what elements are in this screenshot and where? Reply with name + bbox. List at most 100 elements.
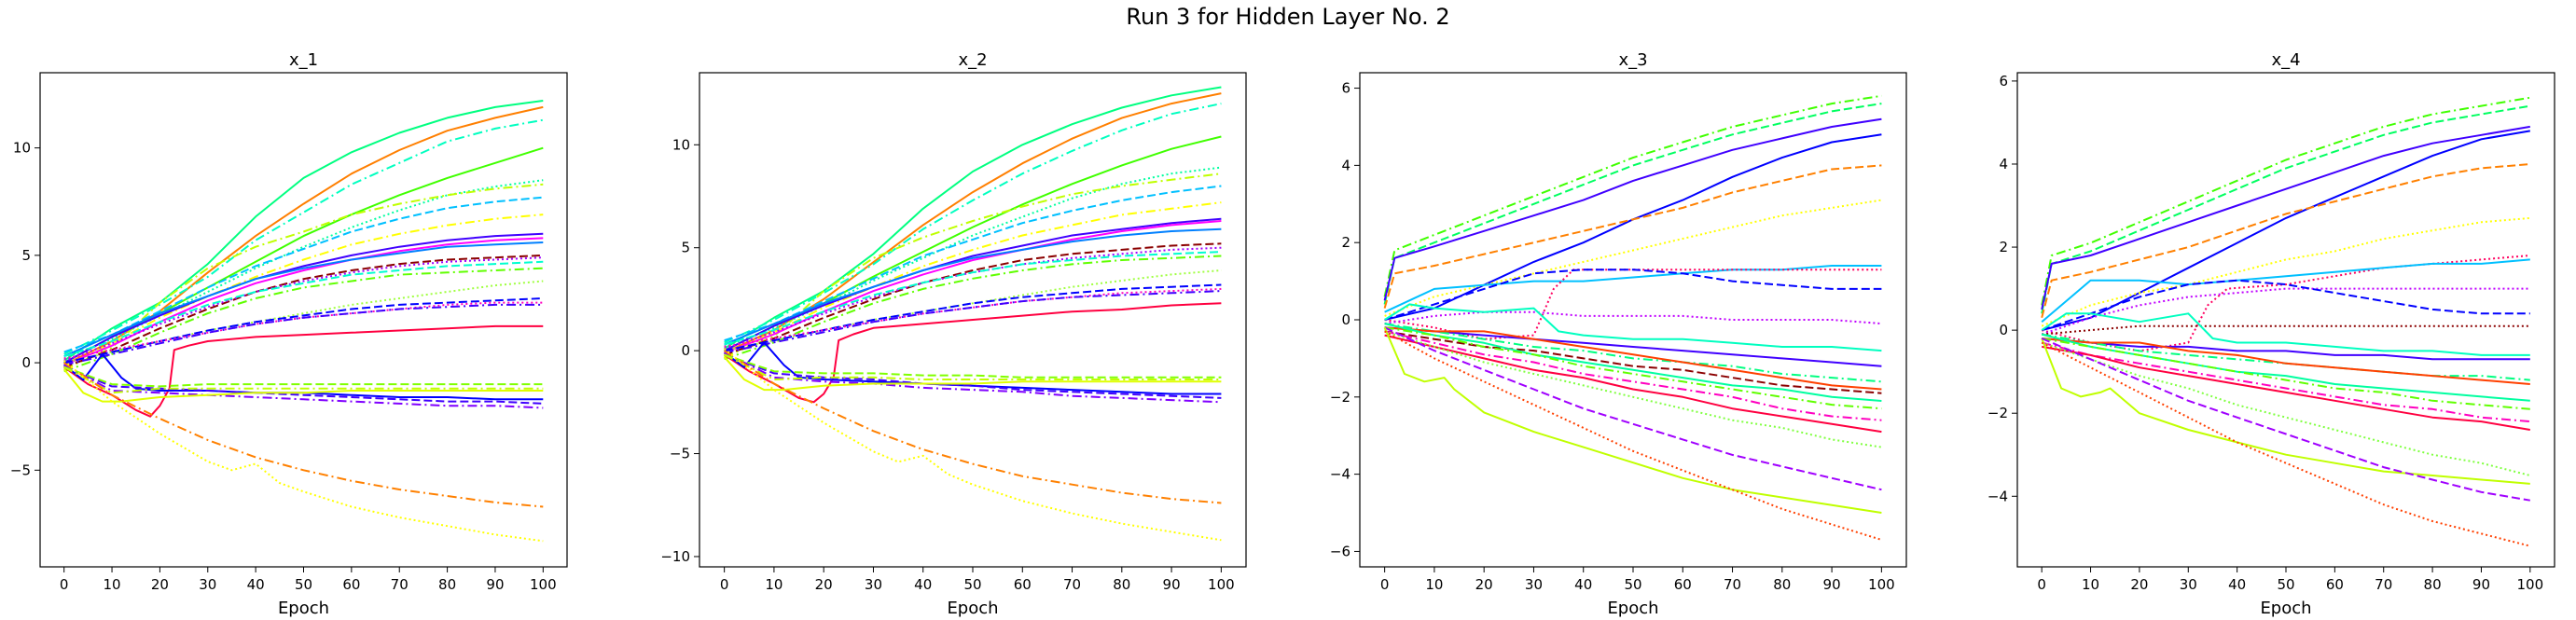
x-tick-label: 50 xyxy=(1624,576,1641,593)
series-line-13 xyxy=(63,256,544,362)
series-line-8 xyxy=(2041,258,2530,323)
series-group xyxy=(723,86,1222,542)
series-line-17 xyxy=(63,297,544,365)
series-line-6 xyxy=(1384,199,1882,317)
series-line-11 xyxy=(63,241,544,358)
x-tick-label: 70 xyxy=(1063,576,1081,593)
series-line-12 xyxy=(2041,312,2530,356)
x-axis-label: Epoch xyxy=(2260,599,2311,618)
series-line-4 xyxy=(2041,130,2530,332)
series-line-25 xyxy=(63,365,544,394)
series-line-12 xyxy=(724,242,1222,356)
series-line-2 xyxy=(1383,103,1882,305)
series-line-9 xyxy=(63,232,544,364)
x-tick-label: 70 xyxy=(391,576,409,593)
x-tick-label: 80 xyxy=(1113,576,1130,593)
series-line-9 xyxy=(2041,287,2530,336)
series-line-26 xyxy=(62,368,544,403)
x-tick-label: 50 xyxy=(2277,576,2294,593)
series-line-2 xyxy=(2041,104,2530,314)
x-tick-label: 100 xyxy=(1208,576,1235,593)
series-line-16 xyxy=(724,269,1222,352)
series-line-17 xyxy=(2042,338,2530,410)
x-tick-label: 40 xyxy=(2228,576,2246,593)
series-line-18 xyxy=(724,287,1222,348)
series-line-14 xyxy=(724,251,1222,346)
x-tick-label: 100 xyxy=(1868,576,1895,593)
series-line-28 xyxy=(63,360,544,543)
x-tick-label: 10 xyxy=(2082,576,2099,593)
y-tick-label: −2 xyxy=(1987,405,2008,421)
series-line-7 xyxy=(724,185,1222,342)
x-tick-label: 80 xyxy=(2424,576,2442,593)
series-line-16 xyxy=(63,280,544,365)
series-line-18 xyxy=(2041,341,2530,423)
series-line-27 xyxy=(724,350,1222,504)
series-line-6 xyxy=(2041,216,2530,327)
x-tick-label: 40 xyxy=(914,576,932,593)
series-line-19 xyxy=(724,290,1222,354)
series-line-12 xyxy=(1384,326,1882,367)
series-line-3 xyxy=(63,118,544,355)
series-line-20 xyxy=(2041,338,2530,485)
axes-frame xyxy=(39,72,568,568)
y-tick-label: −10 xyxy=(660,548,690,565)
x-tick-label: 20 xyxy=(2130,576,2148,593)
x-tick-label: 90 xyxy=(486,576,504,593)
series-line-14 xyxy=(63,260,544,358)
series-line-1 xyxy=(63,100,544,362)
y-tick-label: 10 xyxy=(672,136,690,153)
series-line-14 xyxy=(2042,333,2530,381)
series-line-21 xyxy=(724,341,1222,395)
series-line-20 xyxy=(1384,330,1882,448)
x-tick-label: 60 xyxy=(342,576,360,593)
subplot-1: 0 10 20 30 40 50 60 70 80 90 100 −5 0 5 10 x_1 Epoch xyxy=(10,50,568,618)
series-line-5 xyxy=(1383,164,1882,309)
subplot-title: x_4 xyxy=(2271,50,2300,70)
x-tick-label: 0 xyxy=(60,576,69,593)
series-line-19 xyxy=(2042,345,2530,431)
series-line-23 xyxy=(2041,341,2531,547)
y-tick-label: 6 xyxy=(1999,73,2008,90)
series-line-25 xyxy=(724,353,1222,380)
y-tick-label: −6 xyxy=(1330,543,1350,559)
series-line-10 xyxy=(724,220,1222,354)
axes-frame xyxy=(1359,72,1907,568)
series-line-16 xyxy=(1384,323,1882,402)
series-line-13 xyxy=(1384,323,1882,383)
series-line-15 xyxy=(724,255,1222,360)
series-line-1 xyxy=(724,86,1222,350)
series-line-4 xyxy=(1384,133,1882,321)
series-line-24 xyxy=(724,353,1222,379)
series-line-23 xyxy=(63,364,544,409)
x-axis-label: Epoch xyxy=(1607,599,1658,618)
series-line-15 xyxy=(1384,330,1882,394)
y-tick-label: 4 xyxy=(1341,157,1350,173)
axes-frame xyxy=(2016,72,2555,568)
x-tick-label: 0 xyxy=(1380,576,1390,593)
series-line-6 xyxy=(724,172,1222,358)
x-tick-label: 90 xyxy=(2472,576,2490,593)
series-line-22 xyxy=(1383,326,1882,514)
series-line-8 xyxy=(63,214,544,368)
series-line-19 xyxy=(63,303,544,366)
y-tick-label: −4 xyxy=(1330,466,1350,483)
y-tick-label: −5 xyxy=(670,446,690,462)
series-line-4 xyxy=(724,135,1222,351)
series-line-27 xyxy=(63,362,544,508)
subplot-3: 0 10 20 30 40 50 60 70 80 90 100 −6 −4 −2 0 2 4 6 x_3 Epoch xyxy=(1330,50,1907,618)
series-line-22 xyxy=(2041,338,2530,502)
series-line-17 xyxy=(724,283,1222,352)
x-tick-label: 100 xyxy=(530,576,557,593)
y-tick-label: 4 xyxy=(1999,156,2008,172)
x-tick-label: 0 xyxy=(2037,576,2046,593)
x-tick-label: 30 xyxy=(199,576,216,593)
x-axis-label: Epoch xyxy=(278,599,329,618)
series-line-14 xyxy=(1384,326,1882,391)
y-tick-label: 0 xyxy=(21,354,31,371)
series-line-15 xyxy=(2042,338,2530,385)
x-tick-label: 50 xyxy=(963,576,981,593)
series-group xyxy=(1383,94,1882,541)
series-line-1 xyxy=(2041,96,2530,306)
